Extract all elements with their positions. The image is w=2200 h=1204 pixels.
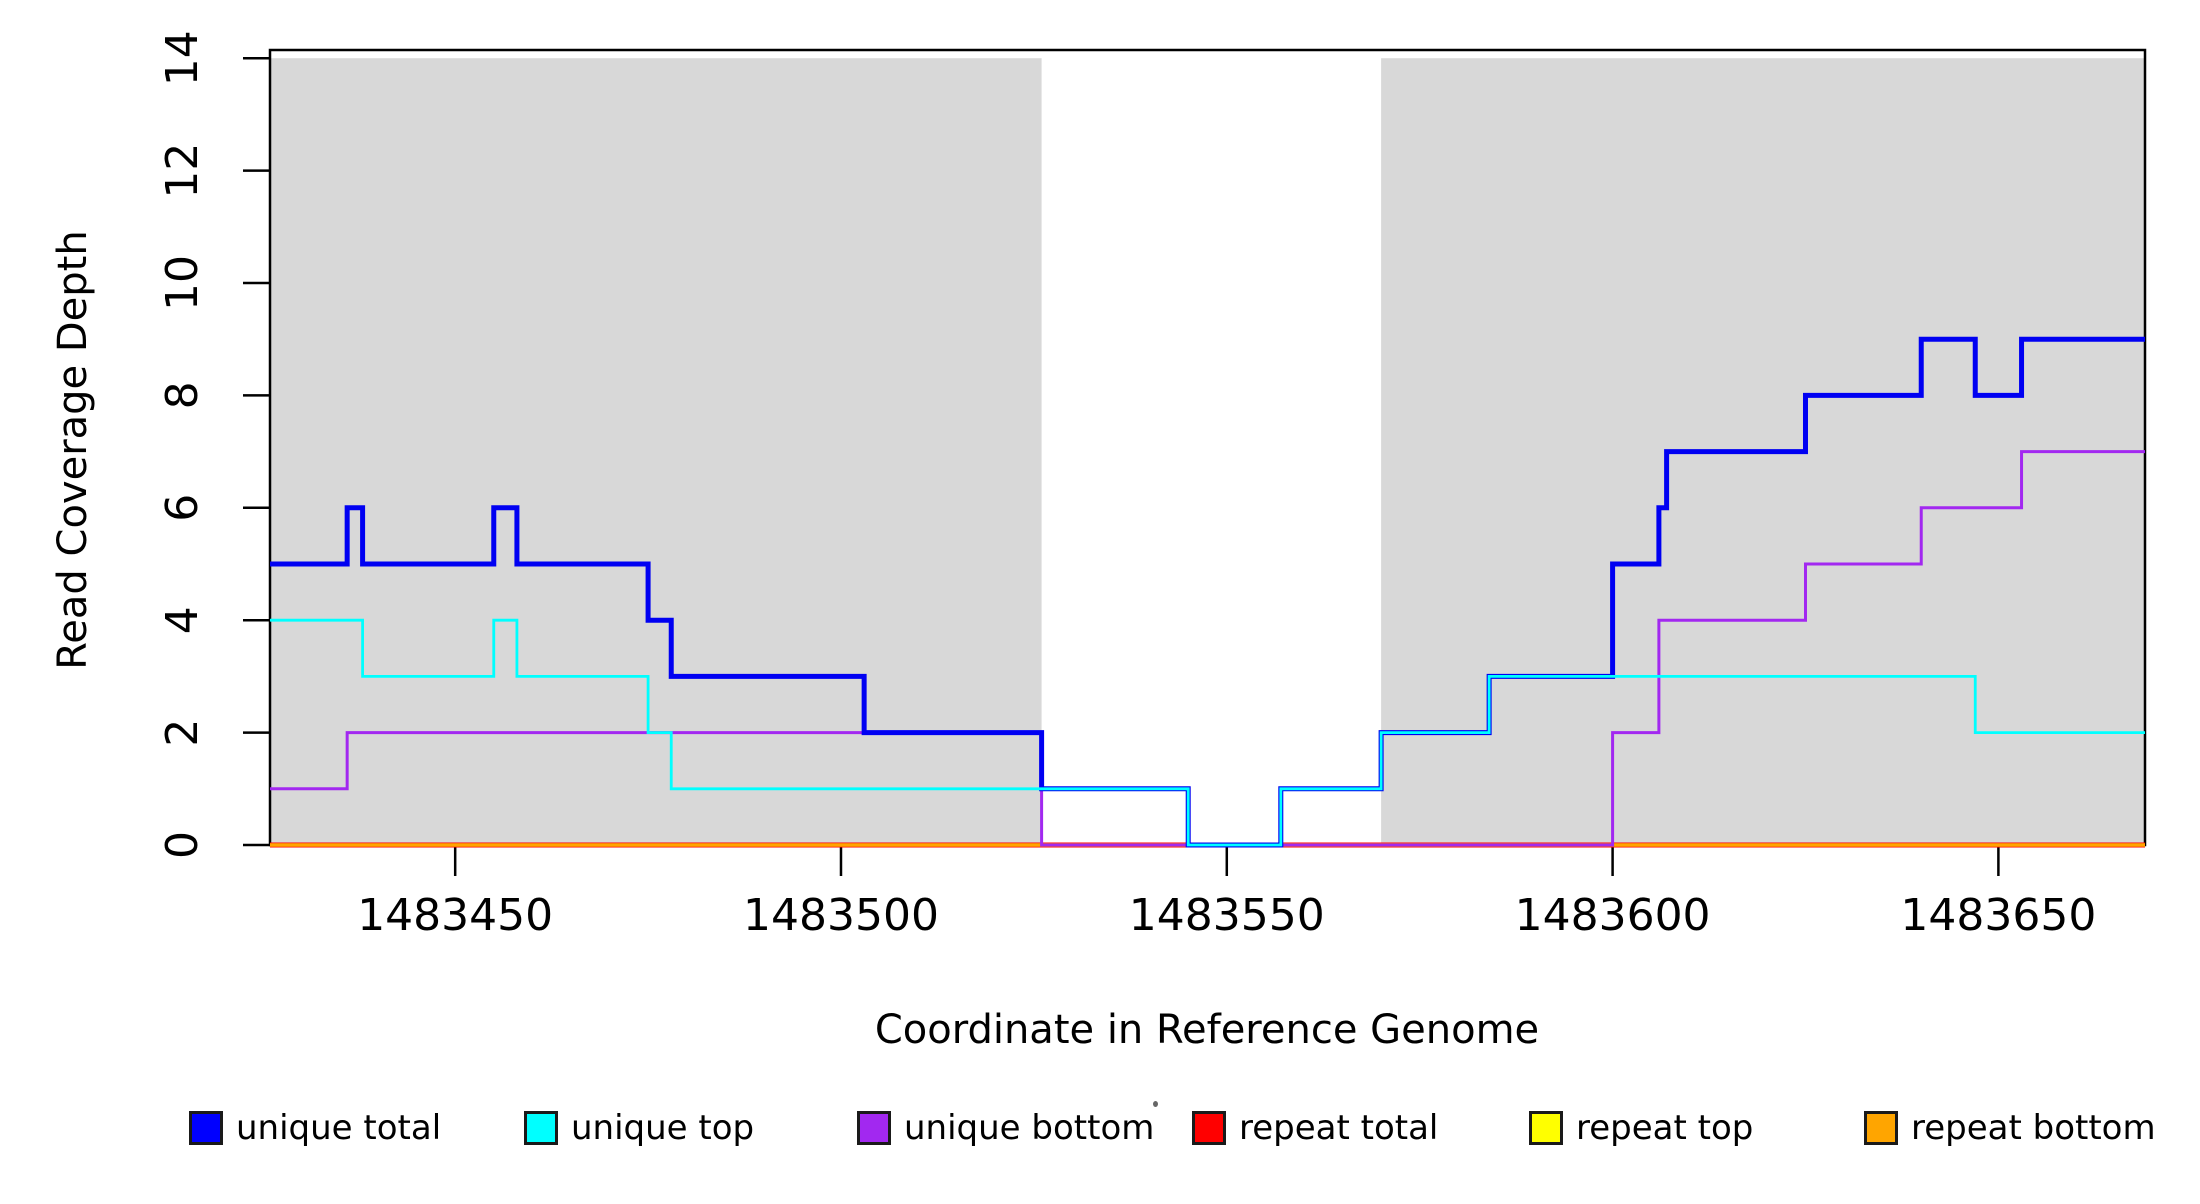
legend-item-repeat-bottom: repeat bottom [1864, 1108, 2156, 1148]
legend-label: unique top [571, 1108, 755, 1148]
stray-dot [1153, 1101, 1158, 1107]
unique-bottom-swatch [857, 1111, 891, 1145]
y-tick-label: 12 [157, 143, 208, 199]
legend-label: unique bottom [904, 1108, 1155, 1148]
x-axis-title: Coordinate in Reference Genome [875, 1007, 1539, 1053]
legend-item-repeat-top: repeat top [1529, 1108, 1754, 1148]
unique-total-swatch [189, 1111, 223, 1145]
x-tick-label: 1483550 [1129, 890, 1325, 941]
legend-label: repeat top [1576, 1108, 1754, 1148]
series-line-unique-top [270, 618, 2145, 847]
legend-item-unique-bottom: unique bottom [857, 1108, 1155, 1148]
y-axis-title: Read Coverage Depth [50, 230, 96, 669]
legend-label: repeat total [1239, 1108, 1439, 1148]
repeat-top-swatch [1529, 1111, 1563, 1145]
shaded-regions [270, 58, 2145, 844]
shaded-region [270, 58, 1042, 844]
unique-top-swatch [524, 1111, 558, 1145]
axes-and-ticks: 1483450 1483500 1483550 1483600 1483650 0 2 4 6 8… [157, 30, 2147, 941]
y-tick-label: 2 [157, 719, 208, 747]
data-series-lines [270, 336, 2145, 848]
y-tick-label: 10 [157, 255, 208, 311]
legend-item-unique-top: unique top [524, 1108, 755, 1148]
y-tick-label: 4 [157, 606, 208, 634]
x-tick-label: 1483450 [357, 890, 553, 941]
legend-item-unique-total: unique total [189, 1108, 442, 1148]
repeat-total-swatch [1192, 1111, 1226, 1145]
y-tick-label: 14 [157, 30, 208, 86]
legend: unique total unique top unique bottom re… [0, 1108, 2200, 1152]
legend-label: unique total [236, 1108, 442, 1148]
x-tick-label: 1483600 [1515, 890, 1711, 941]
legend-item-repeat-total: repeat total [1192, 1108, 1439, 1148]
y-tick-label: 8 [157, 381, 208, 409]
x-tick-label: 1483500 [743, 890, 939, 941]
y-tick-label: 0 [157, 831, 208, 859]
repeat-bottom-swatch [1864, 1111, 1898, 1145]
legend-label: repeat bottom [1911, 1108, 2156, 1148]
x-tick-label: 1483650 [1900, 890, 2096, 941]
y-tick-label: 6 [157, 494, 208, 522]
